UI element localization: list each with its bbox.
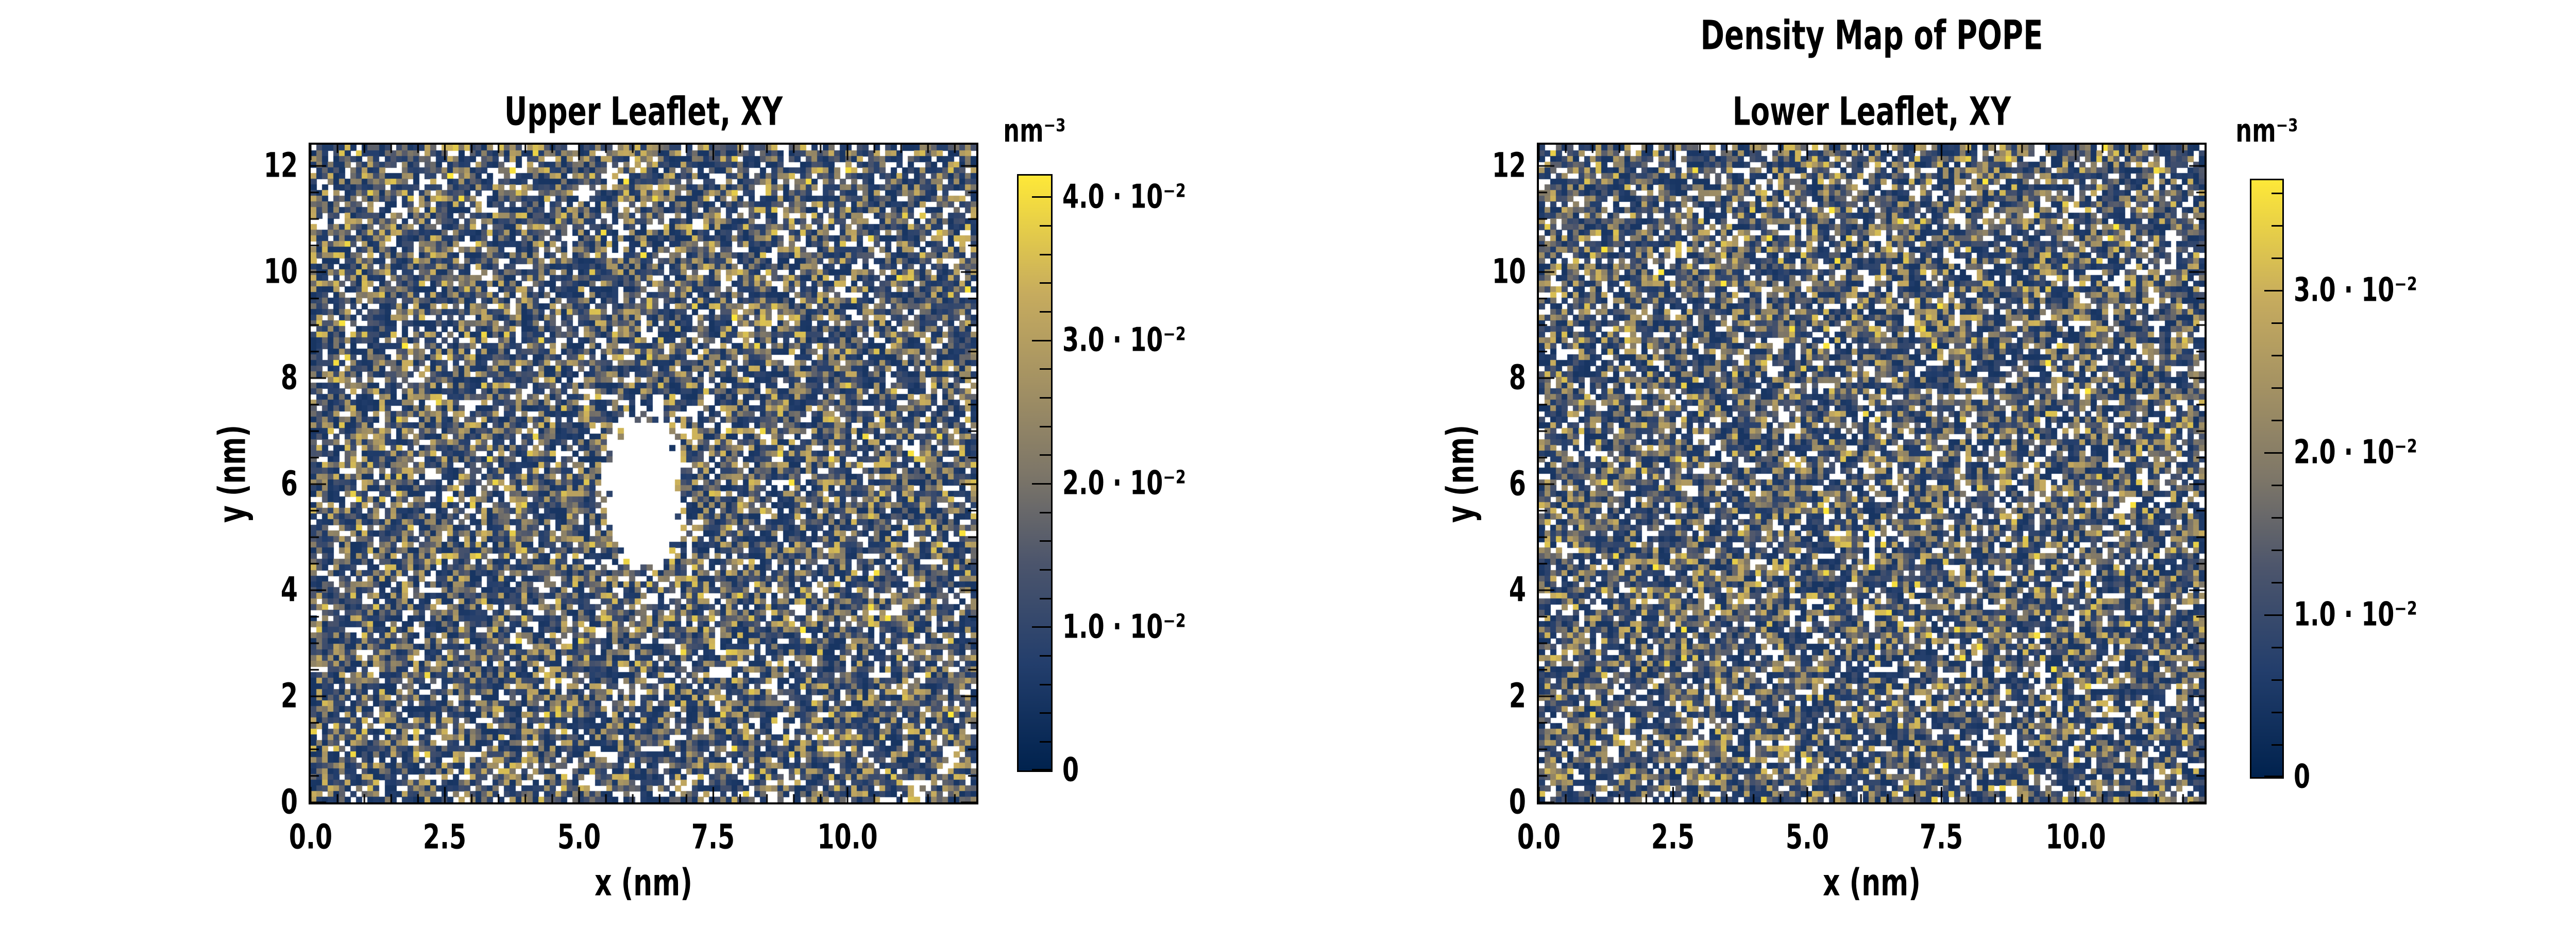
y-tick-label: 0 — [280, 782, 298, 822]
heatmap-plot-upper-leaflet — [309, 143, 978, 804]
colorbar-tick — [2272, 581, 2282, 583]
colorbar-tick — [2272, 225, 2282, 227]
colorbar-tick — [2272, 419, 2282, 421]
colorbar-tick — [1040, 253, 1051, 255]
colorbar-tick — [1040, 225, 1051, 227]
colorbar-tick — [1040, 741, 1051, 743]
colorbar-tick — [1040, 655, 1051, 657]
colorbar-tick-label: 0 — [1062, 751, 1079, 789]
x-tick-label: 5.0 — [557, 817, 601, 857]
y-tick-label: 2 — [280, 676, 298, 716]
colorbar-tick — [1040, 454, 1051, 456]
colorbar-upper-leaflet — [1017, 174, 1053, 772]
x-tick-label: 7.5 — [691, 817, 735, 857]
colorbar-tick-label: 4.0 · 10⁻² — [1062, 178, 1186, 216]
y-tick-label: 6 — [1509, 464, 1526, 504]
colorbar-tick — [2272, 387, 2282, 389]
x-tick-label: 0.0 — [1517, 817, 1561, 857]
y-tick-label: 12 — [1492, 145, 1526, 185]
colorbar-tick — [1032, 483, 1051, 485]
x-tick-label: 7.5 — [1920, 817, 1963, 857]
y-tick-label: 12 — [263, 145, 298, 185]
x-tick-label: 10.0 — [817, 817, 878, 857]
figure-suptitle: Density Map of POPE — [1700, 12, 2043, 59]
x-axis-label: x (nm) — [595, 861, 692, 904]
colorbar-tick — [2272, 711, 2282, 713]
y-tick-label: 10 — [1492, 251, 1526, 291]
colorbar-tick-label: 0 — [2294, 758, 2311, 796]
colorbar-tick — [2272, 549, 2282, 551]
x-tick-label: 5.0 — [1785, 817, 1829, 857]
colorbar-tick — [1032, 339, 1051, 341]
y-tick-label: 10 — [263, 251, 298, 291]
colorbar-tick-label: 2.0 · 10⁻² — [1062, 465, 1186, 503]
colorbar-unit: nm⁻³ — [1003, 111, 1066, 149]
colorbar-tick — [1032, 769, 1051, 770]
y-tick-label: 0 — [1509, 782, 1526, 822]
colorbar-tick — [1040, 569, 1051, 571]
x-axis-label: x (nm) — [1823, 861, 1921, 904]
y-tick-label: 8 — [1509, 357, 1526, 398]
colorbar-tick-label: 3.0 · 10⁻² — [1062, 321, 1186, 359]
colorbar-lower-leaflet — [2250, 179, 2284, 779]
x-tick-label: 10.0 — [2045, 817, 2106, 857]
x-tick-label: 0.0 — [289, 817, 333, 857]
y-axis-label: y (nm) — [210, 424, 254, 523]
colorbar-tick — [1040, 683, 1051, 685]
y-tick-label: 4 — [1509, 570, 1526, 610]
y-tick-label: 2 — [1509, 676, 1526, 716]
colorbar-tick — [1040, 511, 1051, 513]
colorbar-tick — [2264, 776, 2282, 777]
colorbar-tick — [2272, 192, 2282, 194]
colorbar-tick — [1040, 425, 1051, 427]
x-tick-label: 2.5 — [423, 817, 467, 857]
y-tick-label: 4 — [280, 570, 298, 610]
colorbar-tick — [2272, 517, 2282, 519]
colorbar-tick — [2272, 322, 2282, 324]
colorbar-tick — [1040, 597, 1051, 599]
colorbar-tick-label: 1.0 · 10⁻² — [1062, 608, 1186, 646]
colorbar-tick — [2264, 289, 2282, 291]
colorbar-tick — [2264, 452, 2282, 454]
colorbar-tick — [1040, 311, 1051, 313]
y-tick-label: 8 — [280, 357, 298, 398]
colorbar-tick — [1040, 397, 1051, 399]
y-tick-label: 6 — [280, 464, 298, 504]
x-tick-label: 2.5 — [1651, 817, 1695, 857]
colorbar-tick-label: 2.0 · 10⁻² — [2294, 433, 2417, 472]
colorbar-tick — [1040, 282, 1051, 284]
panel-title: Lower Leaflet, XY — [1732, 88, 2011, 134]
heatmap-plot-lower-leaflet — [1537, 143, 2207, 804]
colorbar-tick-label: 3.0 · 10⁻² — [2294, 271, 2417, 310]
colorbar-tick — [2272, 484, 2282, 486]
density-canvas-upper-leaflet — [311, 145, 976, 802]
panel-title: Upper Leaflet, XY — [504, 88, 783, 134]
colorbar-tick — [2272, 646, 2282, 648]
colorbar-tick — [2272, 679, 2282, 681]
colorbar-tick — [1040, 368, 1051, 370]
colorbar-tick — [2272, 257, 2282, 259]
colorbar-tick — [1040, 712, 1051, 714]
colorbar-tick — [1032, 626, 1051, 628]
colorbar-unit: nm⁻³ — [2235, 111, 2298, 149]
colorbar-tick — [2272, 744, 2282, 746]
colorbar-tick-label: 1.0 · 10⁻² — [2294, 595, 2417, 634]
colorbar-tick — [1040, 540, 1051, 542]
colorbar-tick — [1032, 196, 1051, 198]
y-axis-label: y (nm) — [1438, 424, 1482, 523]
density-canvas-lower-leaflet — [1539, 145, 2205, 802]
colorbar-tick — [2264, 614, 2282, 616]
colorbar-tick — [2272, 354, 2282, 356]
